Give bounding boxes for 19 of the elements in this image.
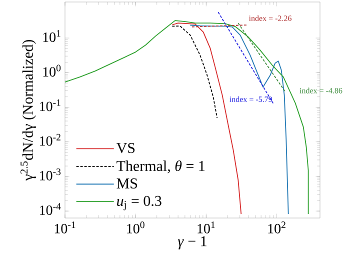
x-tick-label: 10$^{-1}$ [54, 222, 76, 234]
y-axis-title: γ$^{2.5}$dN/dγ (Normalized) [20, 40, 36, 181]
x-tick-label: 10$^{2}$ [268, 222, 286, 234]
x-tick-label: 10$^{1}$ [198, 222, 215, 234]
legend-label: MS [116, 178, 138, 188]
legend-label: Thermal, θ = 1 [116, 160, 205, 174]
x-tick-label: 10$^{0}$ [127, 222, 144, 234]
annotation: index = -5.79 [230, 96, 272, 102]
annotation: index = -4.86 [300, 88, 342, 94]
y-tick-label: 10$^{0}$ [43, 64, 61, 77]
y-tick-label: 10$^{-3}$ [40, 168, 61, 180]
legend-label: u$_{j}$ = 0.3 [117, 196, 162, 210]
annotation: index = -2.26 [248, 15, 292, 22]
y-tick-label: 10$^{-2}$ [40, 134, 60, 146]
x-axis-title: γ − 1 [178, 236, 206, 250]
y-tick-label: 10$^{-1}$ [40, 99, 60, 112]
y-tick-label: 10$^{1}$ [43, 30, 60, 42]
legend-label: VS [116, 143, 135, 154]
y-tick-label: 10$^{-4}$ [40, 203, 61, 215]
